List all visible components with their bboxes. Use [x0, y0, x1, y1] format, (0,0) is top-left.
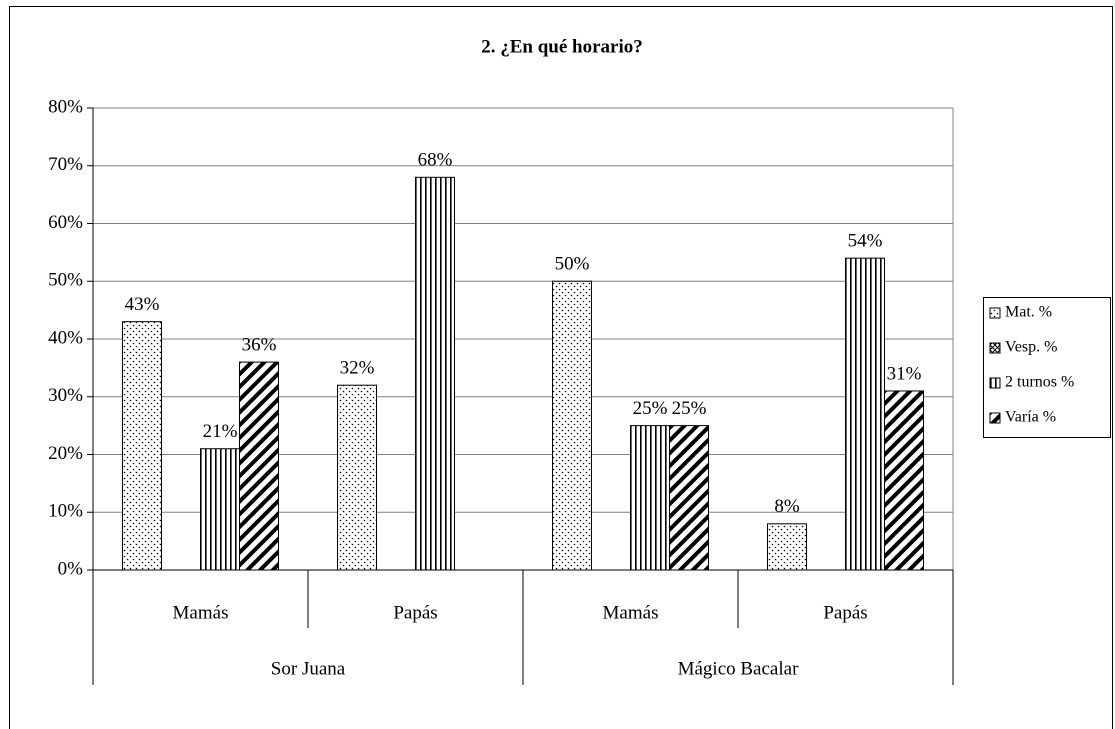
legend-swatch — [989, 412, 1001, 424]
bar — [767, 523, 807, 571]
legend-label: Mat. % — [1005, 304, 1052, 321]
bar — [239, 361, 279, 571]
data-label: 32% — [340, 358, 375, 379]
legend-box — [983, 297, 1111, 438]
data-label: 25% — [672, 398, 707, 419]
bar — [845, 257, 885, 571]
y-tick-label: 30% — [48, 385, 83, 406]
y-tick-label: 0% — [58, 558, 84, 579]
bar — [630, 425, 670, 571]
y-tick-label: 80% — [48, 96, 83, 117]
chart-title: 2. ¿En qué horario? — [481, 36, 643, 57]
legend-label: Vesp. % — [1005, 339, 1057, 356]
bar — [122, 321, 162, 571]
y-tick-label: 40% — [48, 327, 83, 348]
data-label: 54% — [848, 231, 883, 252]
x-tick-label: Papás — [823, 602, 867, 623]
data-label: 43% — [125, 294, 160, 315]
group-label: Mágico Bacalar — [678, 658, 799, 679]
y-tick-label: 60% — [48, 212, 83, 233]
legend-label: Varía % — [1005, 409, 1056, 426]
data-label: 68% — [418, 150, 453, 171]
data-label: 21% — [203, 421, 238, 442]
data-label: 25% — [633, 398, 668, 419]
x-tick-label: Mamás — [603, 602, 659, 623]
chart-border — [9, 6, 1113, 729]
bar — [337, 384, 377, 571]
bar — [415, 176, 455, 571]
data-label: 31% — [887, 363, 922, 384]
legend-swatch — [989, 307, 1001, 319]
y-tick-label: 10% — [48, 501, 83, 522]
bar — [200, 448, 240, 571]
x-tick-label: Papás — [393, 602, 437, 623]
data-label: 36% — [242, 334, 277, 355]
y-tick-label: 70% — [48, 154, 83, 175]
legend-swatch — [989, 342, 1001, 354]
group-label: Sor Juana — [271, 658, 346, 679]
y-tick-label: 50% — [48, 270, 83, 291]
legend-label: 2 turnos % — [1005, 374, 1074, 391]
data-label: 50% — [555, 254, 590, 275]
bar — [552, 280, 592, 571]
legend-swatch — [989, 377, 1001, 389]
bar — [669, 425, 709, 571]
bar — [884, 390, 924, 571]
data-label: 8% — [774, 496, 800, 517]
x-tick-label: Mamás — [173, 602, 229, 623]
y-tick-label: 20% — [48, 443, 83, 464]
